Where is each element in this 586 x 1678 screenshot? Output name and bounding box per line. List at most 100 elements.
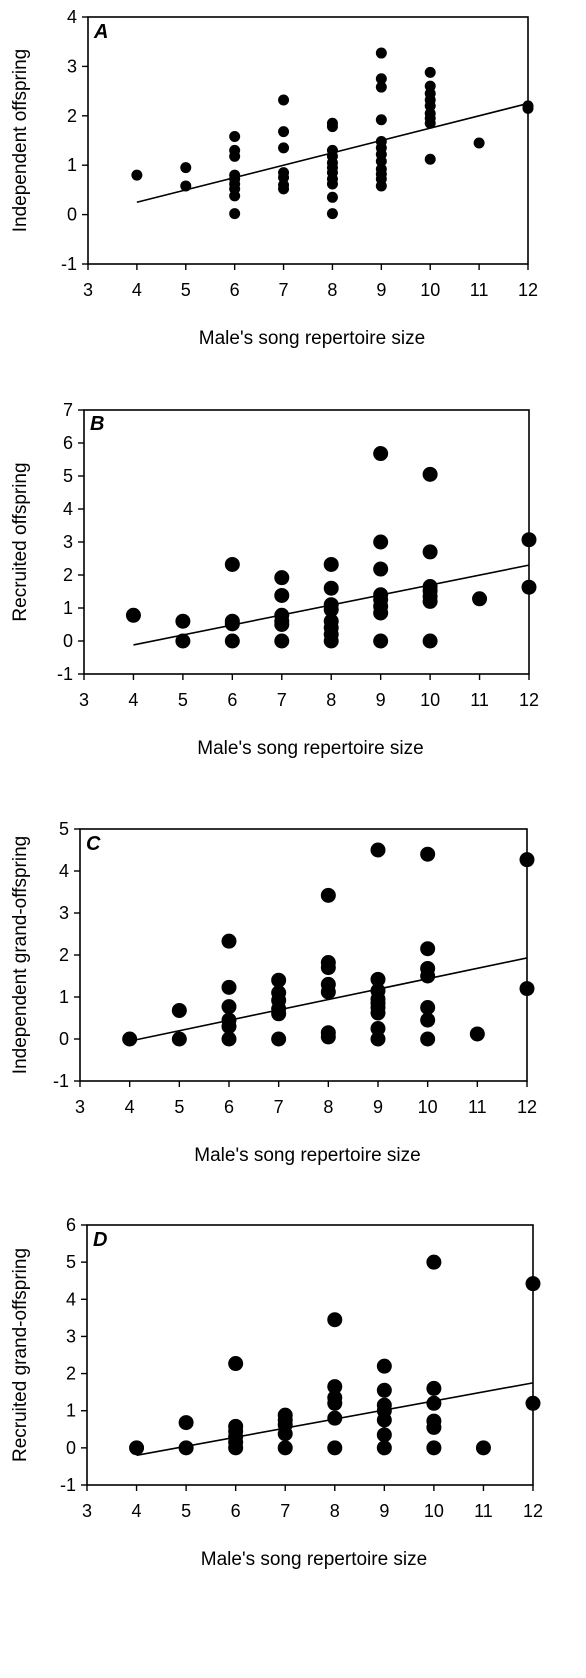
data-point	[327, 1379, 343, 1395]
y-tick-label: 1	[66, 1401, 76, 1421]
x-tick-label: 4	[132, 1501, 142, 1521]
data-point	[422, 544, 438, 560]
data-point	[422, 593, 438, 609]
data-point	[228, 1440, 244, 1456]
y-tick-label: 3	[66, 1326, 76, 1346]
data-point	[420, 1000, 436, 1015]
data-point	[375, 180, 387, 192]
y-tick-label: 2	[66, 1364, 76, 1384]
data-point	[271, 1031, 287, 1047]
data-point	[376, 1412, 392, 1428]
x-tick-label: 3	[75, 1097, 85, 1117]
data-point	[426, 1395, 442, 1411]
data-point	[129, 1440, 145, 1456]
plot-frame	[83, 409, 530, 675]
data-point	[323, 602, 339, 618]
data-point	[224, 616, 240, 632]
data-point	[278, 94, 290, 106]
y-tick-label: 6	[63, 433, 73, 453]
data-point	[424, 153, 436, 165]
data-point	[229, 208, 241, 220]
data-point	[229, 131, 241, 143]
data-point	[320, 887, 336, 903]
x-tick-label: 6	[231, 1501, 241, 1521]
data-point	[122, 1031, 138, 1047]
data-point	[375, 47, 387, 59]
data-point	[375, 81, 387, 93]
x-axis-title: Male's song repertoire size	[199, 328, 425, 349]
data-point	[375, 155, 387, 167]
y-tick-label: -1	[61, 254, 77, 274]
data-point	[370, 971, 386, 987]
y-tick-label: 2	[67, 106, 77, 126]
y-tick-label: -1	[53, 1071, 69, 1091]
x-tick-label: 10	[420, 280, 440, 300]
data-point	[320, 1029, 336, 1045]
x-tick-label: 5	[181, 280, 191, 300]
y-tick-label: 1	[63, 598, 73, 618]
x-tick-label: 3	[83, 280, 93, 300]
data-point	[221, 979, 237, 995]
data-point	[376, 1358, 392, 1374]
data-point	[323, 580, 339, 596]
data-point	[327, 1440, 343, 1456]
data-point	[277, 1440, 293, 1456]
data-point	[422, 633, 438, 649]
plot-frame	[86, 1224, 534, 1486]
data-point	[224, 633, 240, 649]
data-point	[171, 1002, 187, 1018]
panel-letter: B	[90, 413, 104, 435]
trendline	[129, 957, 528, 1042]
x-tick-label: 11	[468, 1097, 487, 1117]
data-point	[525, 1395, 541, 1411]
x-tick-label: 3	[82, 1501, 92, 1521]
y-tick-label: 0	[63, 631, 73, 651]
plot-frame	[87, 16, 529, 265]
data-point	[469, 1026, 485, 1042]
x-axis-title: Male's song repertoire size	[201, 1549, 427, 1570]
x-tick-label: 12	[517, 1097, 537, 1117]
data-point	[373, 605, 389, 621]
data-point	[274, 587, 290, 603]
data-point	[326, 178, 338, 190]
y-tick-label: 1	[59, 987, 69, 1007]
x-tick-label: 9	[373, 1097, 383, 1117]
data-point	[373, 534, 389, 550]
data-point	[180, 162, 192, 174]
data-point	[178, 1415, 194, 1431]
x-tick-label: 9	[379, 1501, 389, 1521]
y-tick-label: 2	[59, 945, 69, 965]
data-point	[221, 999, 237, 1015]
data-point	[323, 633, 339, 649]
data-point	[171, 1031, 187, 1047]
data-point	[277, 1426, 293, 1442]
x-tick-label: 12	[519, 690, 539, 710]
data-point	[376, 1427, 392, 1443]
x-tick-label: 5	[181, 1501, 191, 1521]
data-point	[426, 1440, 442, 1456]
panel-letter: D	[93, 1229, 107, 1251]
y-tick-label: 4	[63, 499, 73, 519]
plot-frame	[79, 828, 528, 1082]
data-point	[320, 984, 336, 1000]
x-tick-label: 11	[474, 1501, 493, 1521]
x-tick-label: 10	[418, 1097, 438, 1117]
data-point	[370, 1031, 386, 1047]
data-point	[376, 1440, 392, 1456]
data-point	[323, 556, 339, 572]
x-tick-label: 7	[279, 280, 289, 300]
data-point	[370, 1021, 386, 1036]
y-tick-label: -1	[57, 664, 73, 684]
data-point	[326, 121, 338, 133]
y-axis-title: Recruited grand-offspring	[10, 1248, 31, 1462]
data-point	[180, 180, 192, 192]
x-tick-label: 4	[125, 1097, 135, 1117]
x-tick-label: 3	[79, 690, 89, 710]
data-point	[327, 1410, 343, 1426]
data-point	[229, 190, 241, 202]
